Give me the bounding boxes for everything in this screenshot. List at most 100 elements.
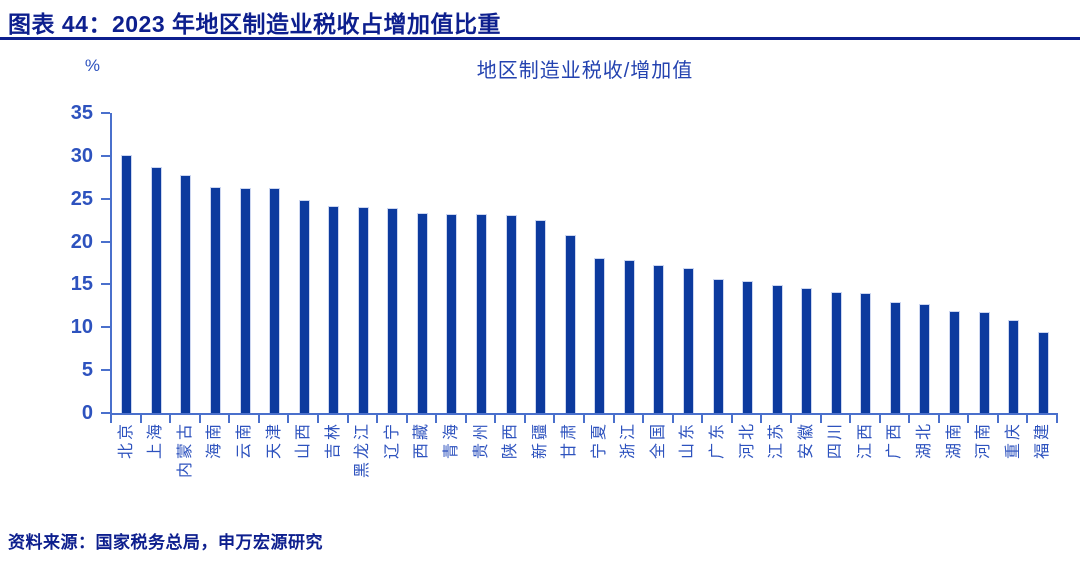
- bar: [712, 279, 724, 413]
- x-axis-tick-mark: [701, 415, 704, 423]
- x-axis-category-label: 福建: [1034, 421, 1052, 460]
- bar: [357, 207, 369, 413]
- y-axis-tick-mark: [101, 240, 110, 243]
- x-axis-category-label: 安徽: [797, 421, 815, 460]
- x-axis-category-label: 内蒙古: [176, 421, 194, 479]
- bar: [180, 174, 192, 413]
- bar: [239, 187, 251, 413]
- x-axis-category-label: 广西: [886, 421, 904, 460]
- x-axis-tick-mark: [257, 415, 260, 423]
- x-axis-tick-mark: [849, 415, 852, 423]
- bar: [830, 292, 842, 413]
- x-axis-tick-mark: [553, 415, 556, 423]
- y-axis-tick-mark: [101, 412, 110, 414]
- y-axis-tick-label: 30: [70, 144, 93, 167]
- x-axis-tick-mark: [583, 415, 585, 423]
- x-axis-category-label: 湖北: [915, 421, 933, 460]
- y-axis-tick-label: 35: [70, 102, 93, 125]
- x-axis-category-label: 海南: [206, 421, 224, 460]
- x-axis-category-label: 全国: [649, 421, 667, 460]
- figure-caption: 图表 44：2023 年地区制造业税收占增加值比重: [8, 11, 502, 37]
- y-axis-tick-label: 5: [81, 359, 93, 382]
- x-axis-category-label: 宁夏: [590, 421, 608, 460]
- x-axis-tick-mark: [198, 415, 201, 423]
- y-axis-tick-mark: [101, 112, 110, 114]
- x-axis-tick-mark: [937, 415, 940, 423]
- x-axis-category-label: 吉林: [324, 421, 342, 460]
- x-axis-category-label: 浙江: [620, 421, 638, 460]
- x-axis-tick-mark: [435, 415, 438, 423]
- bar: [416, 213, 428, 413]
- x-axis-tick-mark: [228, 415, 231, 423]
- bar: [771, 285, 783, 413]
- x-axis-category-label: 重庆: [1004, 421, 1022, 460]
- y-axis-tick-label: 10: [70, 316, 93, 339]
- x-axis-tick-mark: [878, 415, 881, 423]
- x-axis-category-label: 辽宁: [383, 421, 401, 460]
- x-axis-category-label: 新疆: [531, 421, 549, 460]
- y-axis-tick-mark: [101, 283, 110, 286]
- x-axis-tick-mark: [760, 415, 763, 423]
- x-axis-category-label: 甘肃: [561, 421, 579, 460]
- chart-title: 地区制造业税收/增加值: [476, 60, 694, 82]
- x-axis-category-label: 上海: [147, 421, 165, 460]
- x-axis-category-label: 广东: [709, 421, 727, 460]
- x-axis-tick-mark: [996, 415, 999, 423]
- bar: [209, 186, 221, 413]
- x-axis-category-label: 云南: [236, 421, 254, 460]
- bar: [801, 287, 813, 413]
- x-axis-category-label: 河北: [738, 421, 756, 460]
- x-axis-tick-mark: [1056, 415, 1058, 423]
- y-axis-unit-label: %: [84, 56, 100, 75]
- y-axis-tick-label: 20: [70, 230, 93, 253]
- x-axis-category-label: 江西: [856, 421, 874, 460]
- bar: [889, 301, 901, 413]
- y-axis-line: [110, 113, 112, 415]
- y-axis-tick-label: 25: [70, 187, 93, 210]
- y-axis-tick-label: 15: [70, 273, 93, 296]
- y-axis-tick-mark: [101, 369, 110, 372]
- x-axis-tick-mark: [789, 415, 792, 423]
- x-axis-tick-mark: [316, 415, 319, 423]
- bar: [150, 167, 162, 413]
- bar: [1008, 319, 1020, 413]
- x-axis-category-label: 山东: [679, 421, 697, 460]
- bar: [387, 208, 399, 413]
- x-axis-tick-mark: [139, 415, 142, 423]
- x-axis-category-label: 江苏: [768, 421, 786, 460]
- x-axis-tick-mark: [967, 415, 970, 423]
- bar: [535, 220, 547, 413]
- x-axis-category-label: 黑龙江: [354, 421, 372, 479]
- bar: [328, 206, 340, 413]
- x-axis-category-label: 四川: [827, 421, 845, 460]
- bar: [653, 264, 665, 413]
- bar: [978, 311, 990, 413]
- bar: [505, 215, 517, 413]
- x-axis-tick-mark: [523, 415, 526, 423]
- x-axis-tick-mark: [671, 415, 674, 423]
- x-axis-category-label: 河南: [975, 421, 993, 460]
- x-axis-tick-mark: [730, 415, 733, 423]
- x-axis-tick-mark: [376, 415, 379, 423]
- x-axis-tick-mark: [1026, 415, 1029, 423]
- x-axis-line: [110, 413, 1058, 415]
- x-axis-tick-mark: [169, 415, 172, 423]
- bar: [860, 293, 872, 413]
- bar: [1037, 331, 1049, 413]
- x-axis-category-label: 湖南: [945, 421, 963, 460]
- x-axis-tick-mark: [494, 415, 497, 423]
- bar: [564, 234, 576, 413]
- x-axis-category-label: 西藏: [413, 421, 431, 460]
- bar: [121, 155, 133, 413]
- y-axis-tick-label: 0: [81, 402, 93, 425]
- x-axis-tick-mark: [287, 415, 290, 423]
- x-axis-tick-mark: [405, 415, 408, 423]
- bar: [742, 281, 754, 413]
- bar: [949, 311, 961, 413]
- x-axis-tick-mark: [346, 415, 349, 423]
- bar: [623, 259, 635, 413]
- source-note: 资料来源：国家税务总局，申万宏源研究: [8, 533, 323, 552]
- x-axis-tick-mark: [642, 415, 645, 423]
- y-axis-tick-mark: [101, 154, 110, 157]
